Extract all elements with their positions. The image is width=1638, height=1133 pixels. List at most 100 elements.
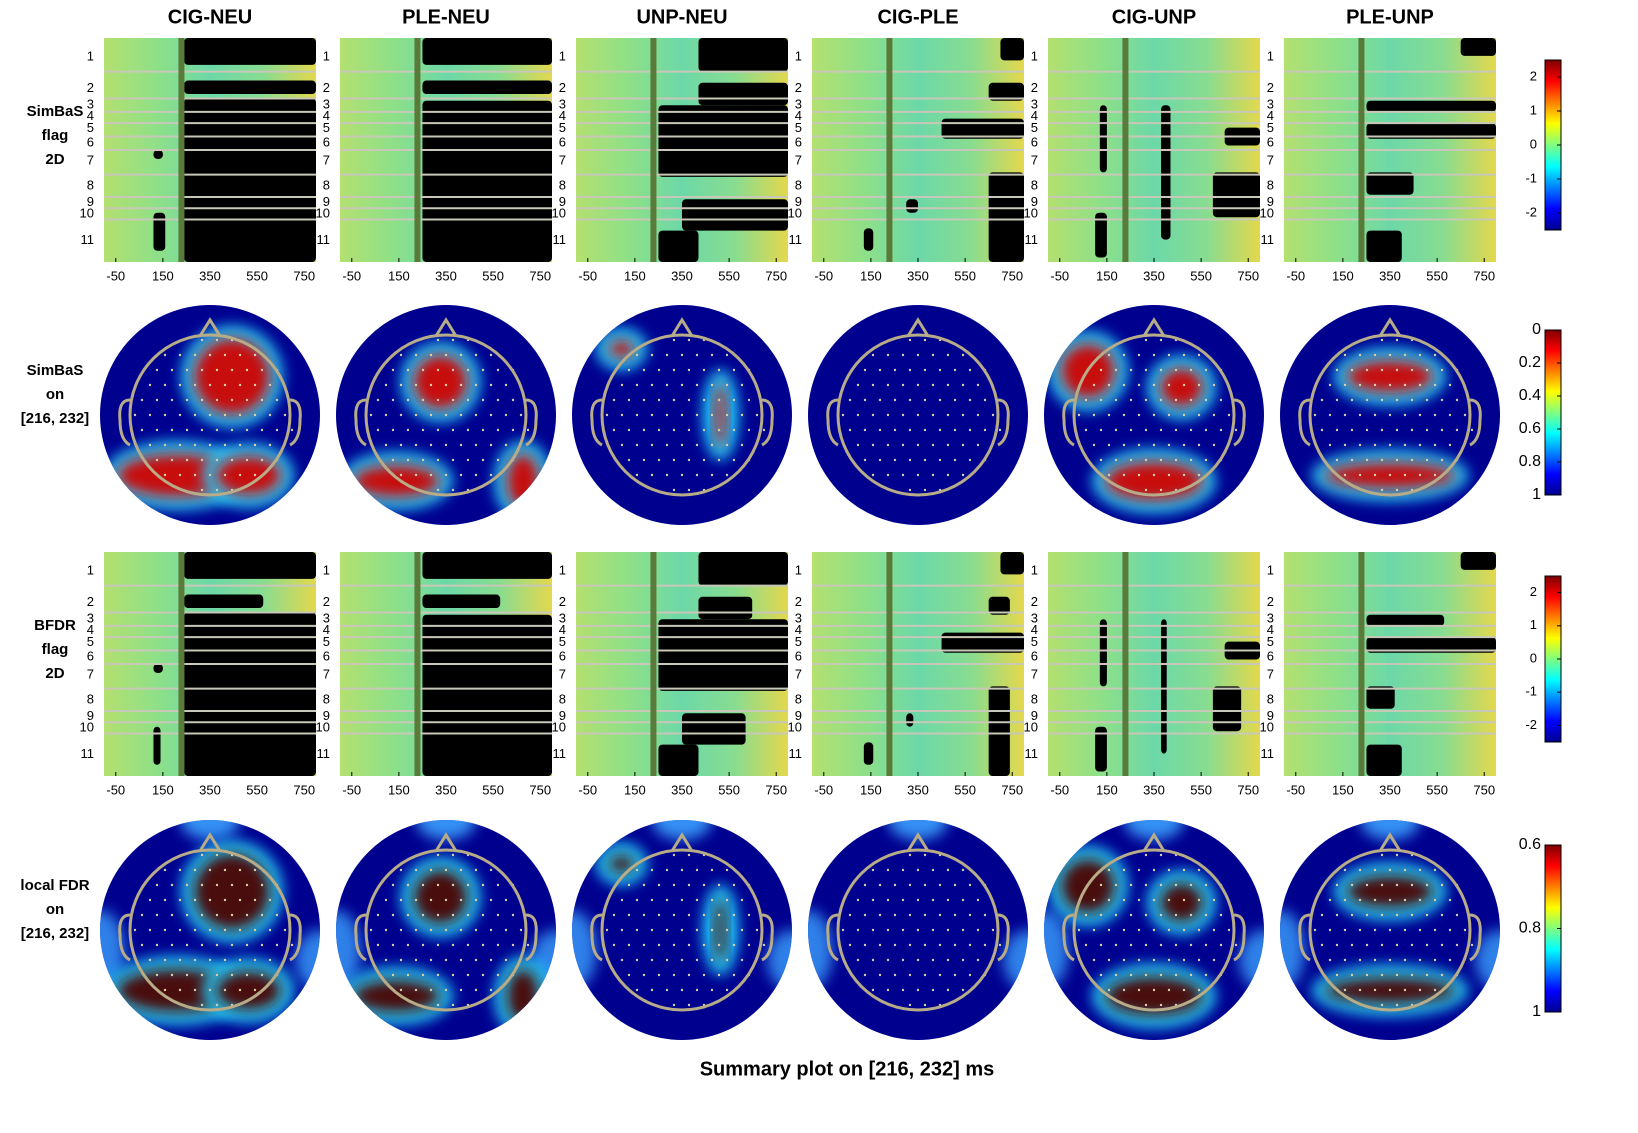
electrode: [1344, 384, 1346, 386]
electrode: [467, 944, 469, 946]
electrode: [643, 914, 645, 916]
electrode: [628, 369, 630, 371]
electrode: [1329, 414, 1331, 416]
electrode: [1108, 354, 1110, 356]
electrode: [1160, 884, 1162, 886]
electrode: [209, 444, 211, 446]
electrode: [1419, 384, 1421, 386]
electrode: [1336, 974, 1338, 976]
electrode: [962, 414, 964, 416]
electrode: [422, 459, 424, 461]
electrode: [239, 929, 241, 931]
x-tick-label: 750: [1237, 782, 1259, 797]
electrode: [621, 444, 623, 446]
electrode: [924, 489, 926, 491]
x-tick-label: 150: [152, 782, 174, 797]
electrode: [224, 929, 226, 931]
electrode: [748, 399, 750, 401]
electrode: [1344, 354, 1346, 356]
electrode: [954, 369, 956, 371]
electrode: [673, 974, 675, 976]
electrode: [1123, 929, 1125, 931]
electrode: [621, 959, 623, 961]
electrode: [452, 429, 454, 431]
blob: [194, 853, 271, 930]
electrode: [1374, 929, 1376, 931]
electrode: [1100, 944, 1102, 946]
electrode: [1426, 369, 1428, 371]
electrode: [962, 444, 964, 446]
electrode: [186, 369, 188, 371]
electrode: [711, 444, 713, 446]
row-label: SimBaS: [27, 362, 84, 379]
electrode: [1359, 869, 1361, 871]
electrode: [628, 429, 630, 431]
heatmap: [1284, 552, 1496, 776]
electrode: [1205, 884, 1207, 886]
electrode: [887, 444, 889, 446]
electrode: [467, 884, 469, 886]
electrode: [392, 944, 394, 946]
electrode: [872, 959, 874, 961]
electrode: [917, 869, 919, 871]
electrode: [628, 914, 630, 916]
electrode: [437, 974, 439, 976]
electrode: [1351, 884, 1353, 886]
electrode: [1381, 1004, 1383, 1006]
electrode: [1123, 899, 1125, 901]
electrode: [651, 474, 653, 476]
region-label: 2: [795, 594, 802, 609]
electrode: [681, 384, 683, 386]
electrode: [407, 429, 409, 431]
region-label: 1: [87, 562, 94, 577]
electrode: [1359, 414, 1361, 416]
electrode: [460, 959, 462, 961]
electrode: [505, 444, 507, 446]
electrode: [422, 429, 424, 431]
electrode: [231, 459, 233, 461]
electrode: [1434, 444, 1436, 446]
electrode: [460, 474, 462, 476]
electrode: [696, 869, 698, 871]
electrode: [186, 429, 188, 431]
electrode: [636, 384, 638, 386]
electrode: [1123, 869, 1125, 871]
electrode: [969, 369, 971, 371]
electrode: [1145, 369, 1147, 371]
electrode: [512, 429, 514, 431]
electrode: [1359, 354, 1361, 356]
electrode: [415, 929, 417, 931]
x-tick-label: 350: [907, 268, 929, 283]
electrode: [1138, 869, 1140, 871]
electrode: [1389, 474, 1391, 476]
electrode: [445, 354, 447, 356]
electrode: [1411, 459, 1413, 461]
x-tick-label: 550: [482, 782, 504, 797]
electrode: [149, 384, 151, 386]
significance-region: [698, 552, 788, 586]
electrode: [962, 989, 964, 991]
region-label: 1: [323, 48, 330, 63]
electrode: [1153, 869, 1155, 871]
x-tick-label: 350: [435, 268, 457, 283]
electrode: [733, 369, 735, 371]
time-window: [1122, 38, 1128, 262]
electrode: [613, 914, 615, 916]
electrode: [924, 1004, 926, 1006]
electrode: [696, 899, 698, 901]
electrode: [171, 369, 173, 371]
electrode: [879, 369, 881, 371]
electrode: [1449, 899, 1451, 901]
region-label: 7: [323, 667, 330, 682]
electrode: [1115, 974, 1117, 976]
electrode: [482, 974, 484, 976]
electrode: [909, 489, 911, 491]
electrode: [1359, 899, 1361, 901]
electrode: [164, 384, 166, 386]
electrode: [246, 974, 248, 976]
electrode: [628, 459, 630, 461]
electrode: [1321, 429, 1323, 431]
electrode: [658, 914, 660, 916]
electrode: [658, 369, 660, 371]
electrode: [460, 899, 462, 901]
